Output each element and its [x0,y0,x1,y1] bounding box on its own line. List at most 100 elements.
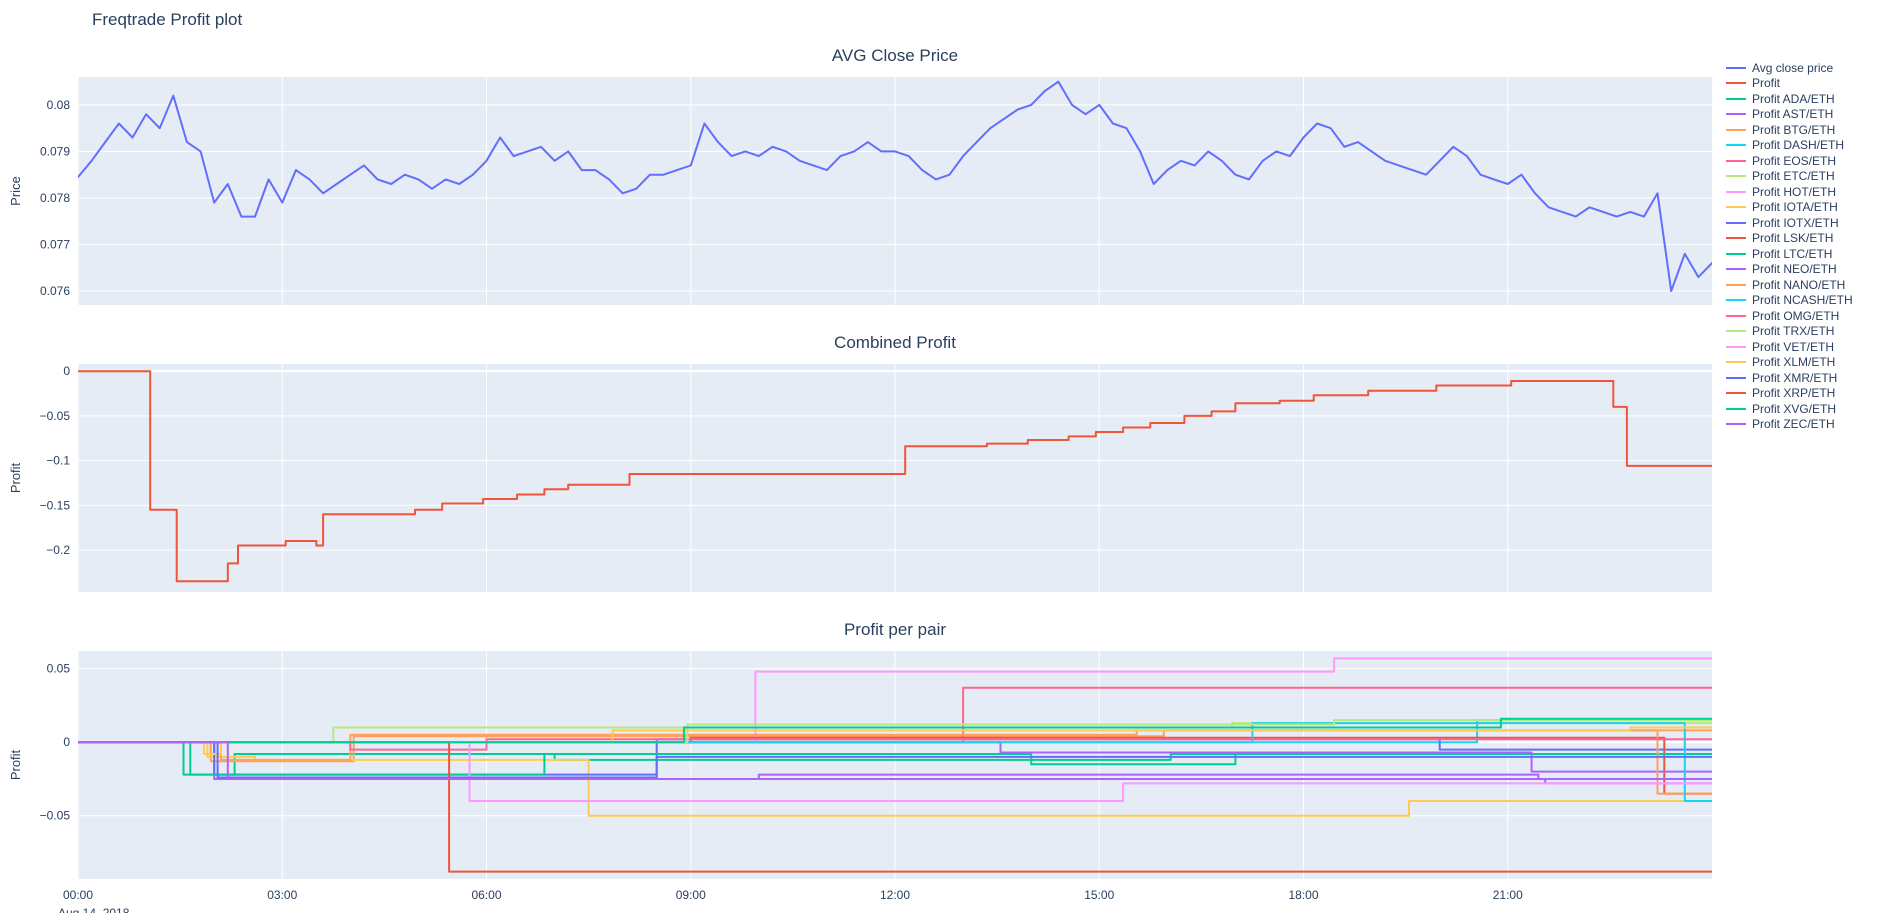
combined-profit-chart[interactable]: 0 −0.05 −0.1 −0.15 −0.2 Profit [0,360,1726,598]
legend-label: Profit LSK/ETH [1752,231,1834,246]
legend-label: Profit IOTA/ETH [1752,200,1838,215]
legend-label: Profit IOTX/ETH [1752,215,1839,230]
svg-text:18:00: 18:00 [1288,888,1318,902]
legend-line-swatch [1726,299,1746,302]
legend-item-profit-zec-eth[interactable]: Profit ZEC/ETH [1726,417,1894,433]
svg-text:−0.05: −0.05 [40,809,71,823]
legend-line-swatch [1726,330,1746,333]
svg-text:0.05: 0.05 [47,662,71,676]
legend-item-profit-btg-eth[interactable]: Profit BTG/ETH [1726,122,1894,138]
legend-label: Profit TRX/ETH [1752,324,1835,339]
legend-line-swatch [1726,345,1746,348]
legend-item-profit-eos-eth[interactable]: Profit EOS/ETH [1726,153,1894,169]
legend-line-swatch [1726,407,1746,410]
subplot-profit-per-pair: Profit per pair 00:00 03:00 06:00 09:00 12:0… [0,620,1726,913]
legend-line-swatch [1726,66,1746,69]
legend-line-swatch [1726,175,1746,178]
svg-text:−0.1: −0.1 [46,454,70,468]
svg-text:0.08: 0.08 [47,98,71,112]
legend-label: Profit OMG/ETH [1752,308,1840,323]
legend-label: Profit XLM/ETH [1752,355,1836,370]
legend-label: Profit BTG/ETH [1752,122,1836,137]
plot-layout: AVG Close Price 0.076 0.077 0.078 0.079 0.08… [0,32,1896,913]
legend-line-swatch [1726,314,1746,317]
svg-text:06:00: 06:00 [471,888,501,902]
legend-item-profit-ast-eth[interactable]: Profit AST/ETH [1726,107,1894,123]
legend-item-profit-trx-eth[interactable]: Profit TRX/ETH [1726,324,1894,340]
svg-text:15:00: 15:00 [1084,888,1114,902]
legend-label: Avg close price [1752,60,1834,75]
legend-label: Profit NEO/ETH [1752,262,1837,277]
legend-item-profit-ltc-eth[interactable]: Profit LTC/ETH [1726,246,1894,262]
profit-per-pair-title: Profit per pair [843,620,947,639]
svg-text:03:00: 03:00 [267,888,297,902]
svg-text:−0.15: −0.15 [40,498,71,512]
legend-line-swatch [1726,361,1746,364]
legend-item-profit-xvg-eth[interactable]: Profit XVG/ETH [1726,401,1894,417]
legend-item-profit-lsk-eth[interactable]: Profit LSK/ETH [1726,231,1894,247]
legend-label: Profit EOS/ETH [1752,153,1837,168]
svg-text:Profit: Profit [8,749,23,780]
legend-item-profit-vet-eth[interactable]: Profit VET/ETH [1726,339,1894,355]
legend-line-swatch [1726,268,1746,271]
charts-column: AVG Close Price 0.076 0.077 0.078 0.079 0.08… [0,32,1726,913]
legend-item-profit-hot-eth[interactable]: Profit HOT/ETH [1726,184,1894,200]
legend-line-swatch [1726,206,1746,209]
svg-text:−0.2: −0.2 [46,543,70,557]
legend-label: Profit XVG/ETH [1752,401,1837,416]
legend-line-swatch [1726,190,1746,193]
avg-close-price-chart[interactable]: 0.076 0.077 0.078 0.079 0.08 Price [0,73,1726,311]
svg-text:0: 0 [63,735,70,749]
legend-line-swatch [1726,128,1746,131]
legend-line-swatch [1726,376,1746,379]
combined-profit-title: Combined Profit [834,333,956,352]
svg-text:21:00: 21:00 [1493,888,1523,902]
avg-close-price-title: AVG Close Price [831,46,959,65]
legend-item-profit-neo-eth[interactable]: Profit NEO/ETH [1726,262,1894,278]
legend-item-avg-close-price[interactable]: Avg close price [1726,60,1894,76]
legend-item-profit-xmr-eth[interactable]: Profit XMR/ETH [1726,370,1894,386]
svg-text:0.076: 0.076 [40,284,70,298]
legend-line-swatch [1726,144,1746,147]
legend-item-profit-etc-eth[interactable]: Profit ETC/ETH [1726,169,1894,185]
svg-text:Price: Price [8,176,23,206]
svg-text:0.077: 0.077 [40,238,70,252]
legend-label: Profit [1752,76,1781,91]
legend-line-swatch [1726,252,1746,255]
legend-line-swatch [1726,283,1746,286]
legend-label: Profit NANO/ETH [1752,277,1846,292]
legend-label: Profit ZEC/ETH [1752,417,1835,432]
legend-item-profit-xlm-eth[interactable]: Profit XLM/ETH [1726,355,1894,371]
svg-text:0.078: 0.078 [40,191,70,205]
legend-label: Profit ETC/ETH [1752,169,1835,184]
svg-text:0: 0 [63,364,70,378]
legend-label: Profit LTC/ETH [1752,246,1833,261]
legend-label: Profit NCASH/ETH [1752,293,1853,308]
legend-label: Profit XMR/ETH [1752,370,1838,385]
subplot-combined-profit: Combined Profit 0 −0.05 −0.1 −0.15 −0.2 Profi… [0,333,1726,598]
profit-per-pair-chart[interactable]: 00:00 03:00 06:00 09:00 12:00 15:00 18:00 21:00… [0,647,1726,913]
legend-item-profit-iota-eth[interactable]: Profit IOTA/ETH [1726,200,1894,216]
legend-line-swatch [1726,159,1746,162]
legend-label: Profit HOT/ETH [1752,184,1837,199]
legend-item-profit-omg-eth[interactable]: Profit OMG/ETH [1726,308,1894,324]
legend-item-profit-dash-eth[interactable]: Profit DASH/ETH [1726,138,1894,154]
legend-line-swatch [1726,97,1746,100]
legend-line-swatch [1726,113,1746,116]
legend-item-profit-nano-eth[interactable]: Profit NANO/ETH [1726,277,1894,293]
legend-item-profit-ada-eth[interactable]: Profit ADA/ETH [1726,91,1894,107]
svg-text:Profit: Profit [8,462,23,493]
legend-line-swatch [1726,423,1746,426]
legend-item-profit-iotx-eth[interactable]: Profit IOTX/ETH [1726,215,1894,231]
legend-label: Profit XRP/ETH [1752,386,1836,401]
svg-text:Aug 14, 2018: Aug 14, 2018 [58,906,130,913]
svg-text:09:00: 09:00 [676,888,706,902]
legend-item-profit-ncash-eth[interactable]: Profit NCASH/ETH [1726,293,1894,309]
legend: Avg close price Profit Profit ADA/ETH Profi… [1726,32,1894,913]
svg-text:0.079: 0.079 [40,144,70,158]
legend-label: Profit AST/ETH [1752,107,1834,122]
legend-label: Profit ADA/ETH [1752,91,1835,106]
svg-text:00:00: 00:00 [63,888,93,902]
legend-item-profit-xrp-eth[interactable]: Profit XRP/ETH [1726,386,1894,402]
legend-item-profit[interactable]: Profit [1726,76,1894,92]
